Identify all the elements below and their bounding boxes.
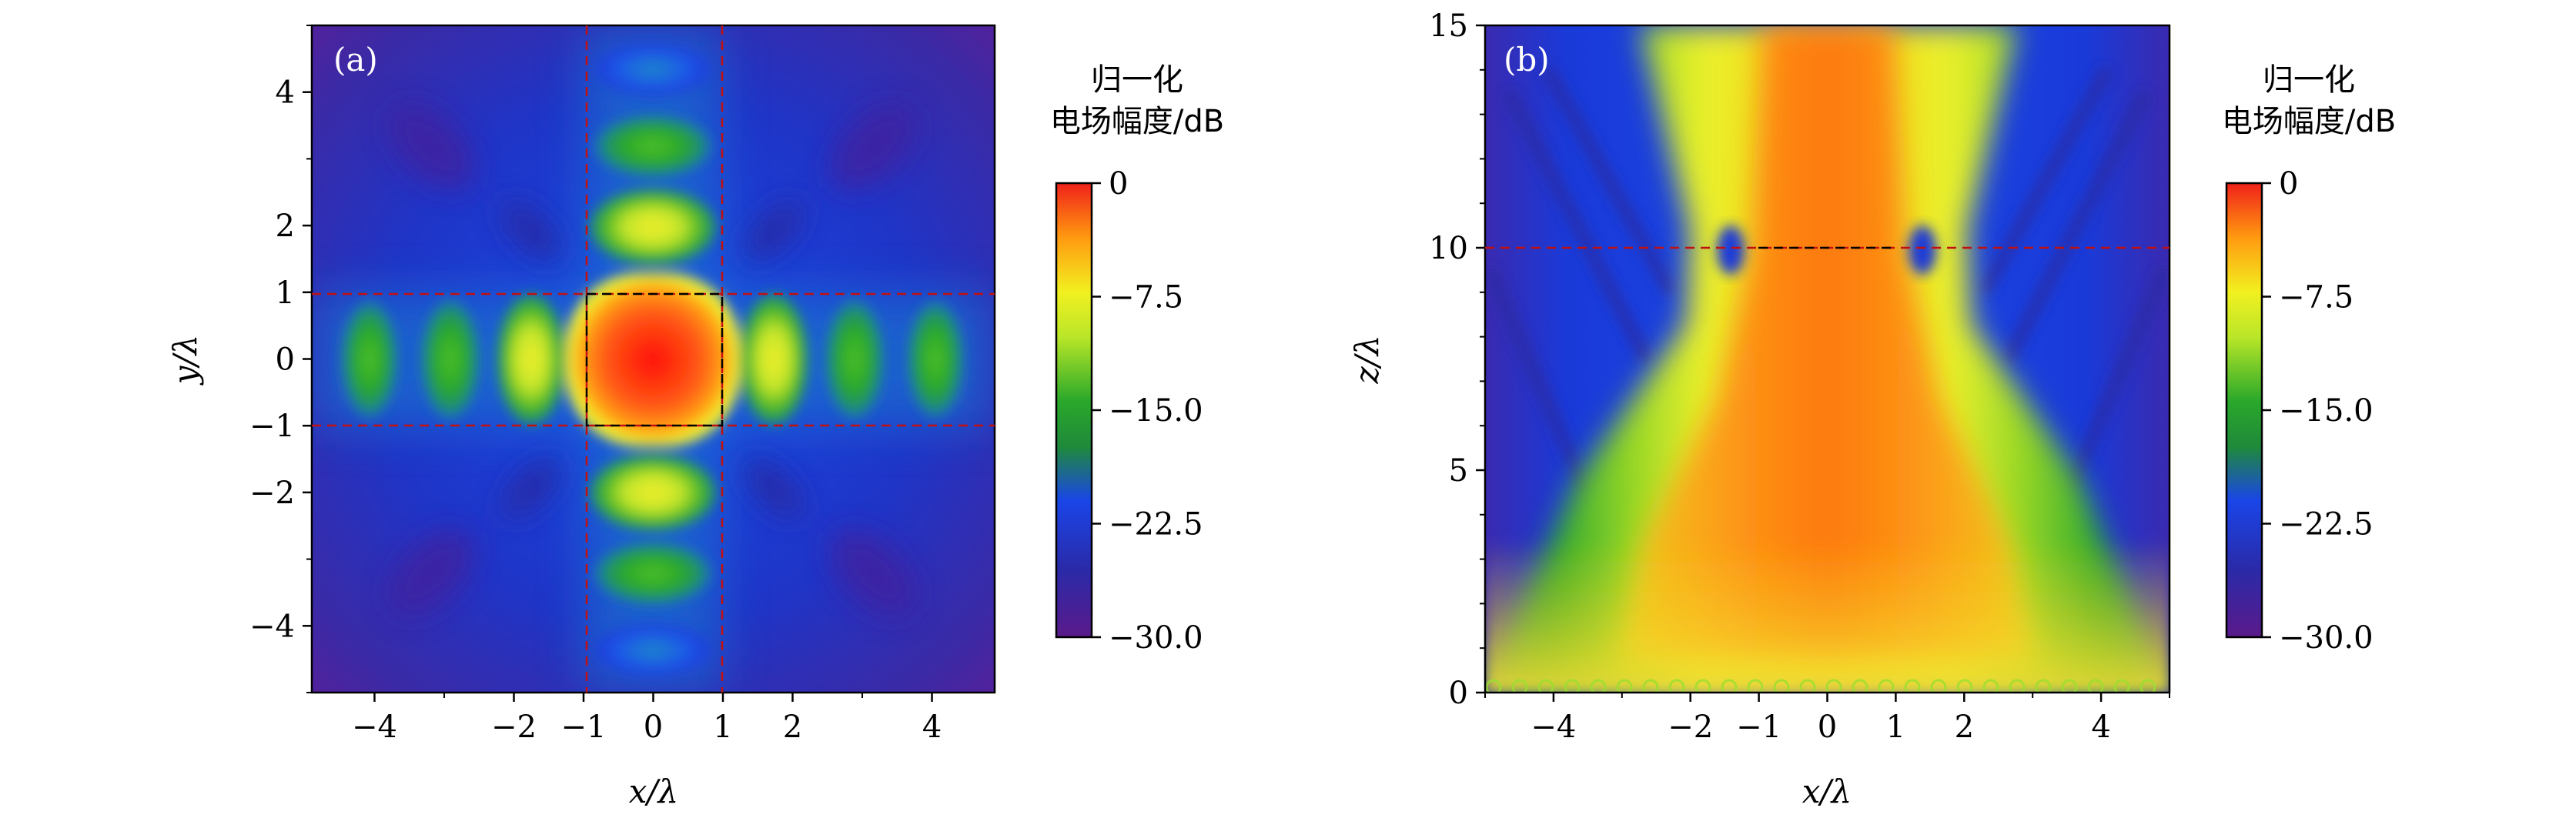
panel-a-colorbar-title-1: 归一化 xyxy=(1091,62,1183,98)
panel-b-ripple-ring xyxy=(2139,679,2156,693)
panel-b-ripple-ring xyxy=(2009,679,2026,693)
panel-a-x-ticks: −4 −2 −1 0 1 2 4 xyxy=(352,693,942,745)
panel-a-x-tick-label: 0 xyxy=(644,709,663,745)
panel-b-colorbar-tick-label: −22.5 xyxy=(2279,507,2374,543)
panel-a-y-tick-label: −4 xyxy=(249,609,295,644)
panel-a-heatmap xyxy=(312,25,995,693)
panel-b-ripple-ring xyxy=(1694,679,1711,693)
panel-a-colorbar-ticks: 0 −7.5 −15.0 −22.5 −30.0 xyxy=(1092,166,1203,656)
panel-b-ripple-ring xyxy=(1852,679,1868,693)
panel-a-y-tick-label: 0 xyxy=(276,342,295,378)
panel-a-y-tick-label: −2 xyxy=(249,476,295,511)
panel-b-x-tick-label: 4 xyxy=(2091,709,2110,745)
panel-b-ripple-ring xyxy=(1642,679,1659,693)
panel-b-x-tick-label: −2 xyxy=(1668,709,1713,745)
panel-a-x-tick-label: 4 xyxy=(922,709,942,745)
panel-a-y-ticks: 4 2 1 0 −1 −2 −4 xyxy=(249,25,312,693)
panel-b-y-ticks: 0 5 10 15 xyxy=(1429,8,1485,711)
panel-b-ripple-ring xyxy=(1537,679,1554,693)
panel-a: (a) −4 −2 −1 0 1 2 4 4 2 1 0 −1 −2 −4 x/λ y/λ 归一化 电场… xyxy=(166,24,1224,810)
panel-b-ripple-ring xyxy=(1825,679,1842,693)
panel-b-x-tick-label: 2 xyxy=(1955,709,1974,745)
panel-a-colorbar-gradient xyxy=(1055,182,1093,639)
panel-b-ripple-ring xyxy=(2061,679,2078,693)
panel-a-y-tick-label: 2 xyxy=(276,209,295,244)
panel-b-colorbar-tick-label: 0 xyxy=(2279,166,2298,202)
panel-b-ripple-ring xyxy=(1904,679,1921,693)
panel-b-xlabel: x/λ xyxy=(1802,773,1852,810)
panel-b-ripple-ring xyxy=(1668,679,1685,693)
panel-a-y-tick-label: 4 xyxy=(276,75,295,111)
panel-a-label: (a) xyxy=(333,41,378,78)
panel-b-label: (b) xyxy=(1504,41,1550,78)
panel-b-colorbar-gradient xyxy=(2225,182,2263,639)
panel-a-x-tick-label: 2 xyxy=(783,709,802,745)
panel-b-ripple-ring xyxy=(2035,679,2052,693)
panel-a-colorbar-tick-label: −15.0 xyxy=(1109,393,1203,429)
panel-b-x-tick-label: −1 xyxy=(1736,709,1781,745)
panel-b-ripple-ring xyxy=(1747,679,1764,693)
panel-b-colorbar-title-1: 归一化 xyxy=(2263,62,2355,98)
panel-b-ripple xyxy=(1485,679,2156,693)
panel-b-colorbar: 归一化 电场幅度/dB 0 −7.5 −15.0 −22.5 −30.0 xyxy=(2222,62,2396,656)
panel-b-colorbar-tick-label: −30.0 xyxy=(2279,620,2374,656)
panel-b-ripple-ring xyxy=(1956,679,1973,693)
panel-a-colorbar-tick-label: −30.0 xyxy=(1109,620,1203,656)
panel-b-ripple-ring xyxy=(1721,679,1738,693)
panel-a-colorbar-tick-label: −7.5 xyxy=(1109,280,1183,316)
panel-a-x-tick-label: 1 xyxy=(713,709,732,745)
panel-b-ripple-ring xyxy=(1878,679,1895,693)
panel-b-ripple-ring xyxy=(1511,679,1528,693)
panel-a-x-tick-label: −1 xyxy=(561,709,607,745)
panel-b-y-tick-label: 5 xyxy=(1449,453,1468,489)
panel-b-x-tick-label: 0 xyxy=(1818,709,1837,745)
panel-a-colorbar: 归一化 电场幅度/dB 0 −7.5 −15.0 −22.5 −30.0 xyxy=(1050,62,1224,656)
panel-b-ripple-ring xyxy=(1590,679,1607,693)
panel-a-x-tick-label: −2 xyxy=(491,709,537,745)
panel-a-y-tick-label: 1 xyxy=(276,275,295,311)
panel-b-x-tick-label: 1 xyxy=(1886,709,1905,745)
panel-a-colorbar-tick-label: −22.5 xyxy=(1109,507,1203,543)
panel-b-ripple-ring xyxy=(2113,679,2130,693)
panel-b-y-tick-label: 15 xyxy=(1429,8,1468,44)
panel-b-ylabel: z/λ xyxy=(1348,336,1386,385)
panel-b-ripple-ring xyxy=(1930,679,1947,693)
panel-a-ylabel: y/λ xyxy=(166,335,204,386)
panel-b-y-tick-label: 10 xyxy=(1429,231,1468,266)
panel-a-y-tick-label: −1 xyxy=(249,409,295,444)
panel-b-ripple-ring xyxy=(1564,679,1581,693)
panel-b-colorbar-title-2: 电场幅度/dB xyxy=(2222,104,2396,139)
panel-b-ripple-ring xyxy=(2087,679,2104,693)
panel-a-colorbar-tick-label: 0 xyxy=(1109,166,1128,202)
panel-b-ripple-ring xyxy=(1799,679,1816,693)
panel-b-x-ticks: −4 −2 −1 0 1 2 4 xyxy=(1484,693,2170,745)
panel-b-ripple-ring xyxy=(1485,679,1502,693)
panel-b-colorbar-ticks: 0 −7.5 −15.0 −22.5 −30.0 xyxy=(2262,166,2374,656)
panel-a-x-tick-label: −4 xyxy=(352,709,397,745)
panel-b-y-tick-label: 0 xyxy=(1449,676,1468,711)
panel-a-colorbar-title-2: 电场幅度/dB xyxy=(1050,104,1224,139)
panel-b-colorbar-tick-label: −15.0 xyxy=(2279,393,2374,429)
panel-b: (b) −4 −2 −1 0 1 2 4 0 5 10 15 x/λ z/λ 归一化 电场幅度/d… xyxy=(1348,8,2396,810)
panel-b-x-tick-label: −4 xyxy=(1531,709,1576,745)
panel-b-colorbar-tick-label: −7.5 xyxy=(2279,280,2354,316)
panel-b-ripple-ring xyxy=(1982,679,1999,693)
panel-b-ripple-ring xyxy=(1773,679,1790,693)
panel-b-heatmap xyxy=(1485,25,2170,693)
panel-a-black-box xyxy=(585,292,724,427)
panel-b-ripple-ring xyxy=(1616,679,1633,693)
panel-a-xlabel: x/λ xyxy=(629,773,678,810)
